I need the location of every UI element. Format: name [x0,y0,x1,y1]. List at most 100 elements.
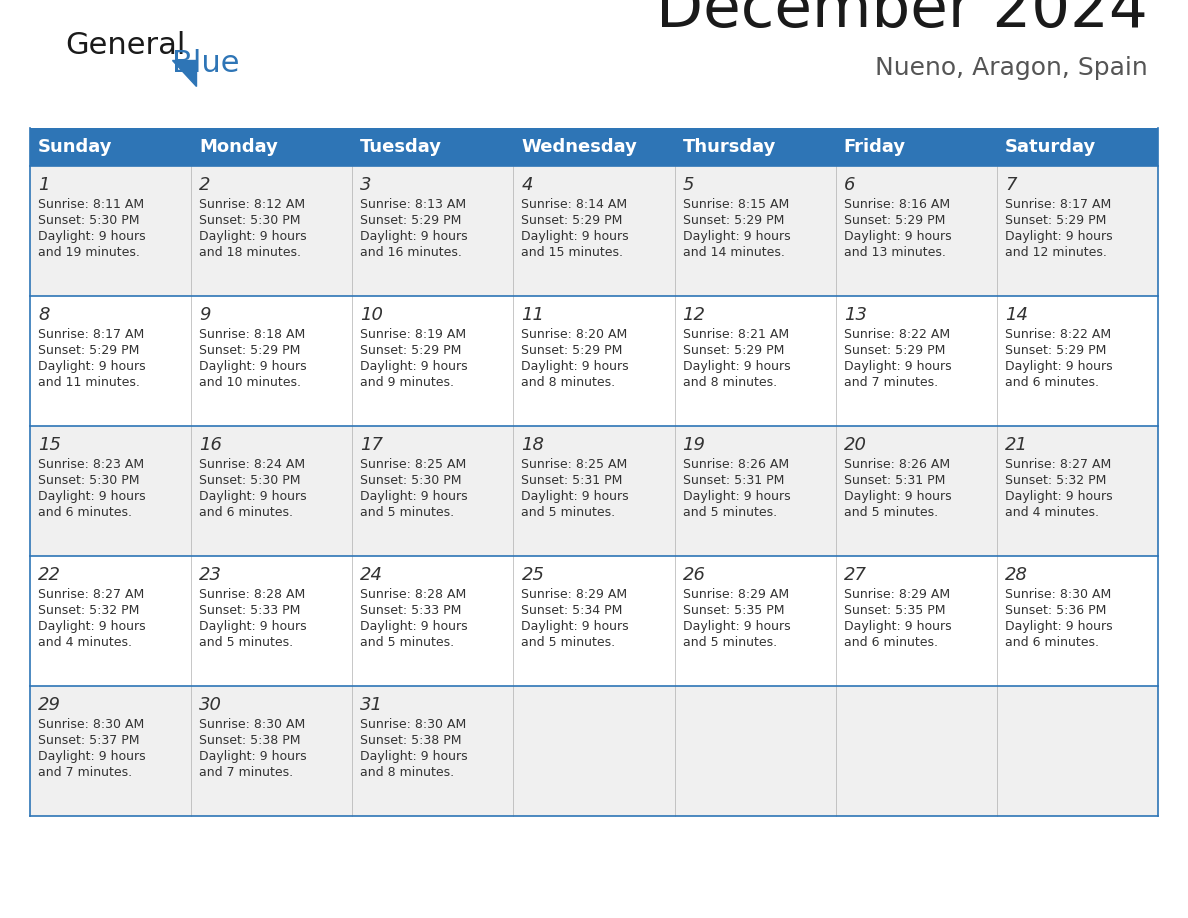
Text: Sunday: Sunday [38,138,113,156]
Text: Sunset: 5:29 PM: Sunset: 5:29 PM [843,344,946,357]
Text: 3: 3 [360,176,372,194]
Text: Sunrise: 8:30 AM: Sunrise: 8:30 AM [38,718,144,731]
Text: Daylight: 9 hours: Daylight: 9 hours [360,490,468,503]
Text: 9: 9 [200,306,210,324]
Text: and 7 minutes.: and 7 minutes. [38,766,132,779]
Text: and 7 minutes.: and 7 minutes. [200,766,293,779]
Text: 27: 27 [843,566,867,584]
Text: and 5 minutes.: and 5 minutes. [200,636,293,649]
Text: and 6 minutes.: and 6 minutes. [200,506,293,519]
Text: Sunset: 5:29 PM: Sunset: 5:29 PM [683,344,784,357]
Text: Daylight: 9 hours: Daylight: 9 hours [200,490,307,503]
Bar [30,166,1158,296]
Text: Daylight: 9 hours: Daylight: 9 hours [683,360,790,373]
Text: and 5 minutes.: and 5 minutes. [683,636,777,649]
Text: and 15 minutes.: and 15 minutes. [522,246,624,259]
Text: 7: 7 [1005,176,1017,194]
Text: and 5 minutes.: and 5 minutes. [522,636,615,649]
Bar [30,686,1158,816]
Text: Daylight: 9 hours: Daylight: 9 hours [683,620,790,633]
Text: Sunset: 5:31 PM: Sunset: 5:31 PM [843,474,946,487]
Text: 25: 25 [522,566,544,584]
Text: 26: 26 [683,566,706,584]
Text: 18: 18 [522,436,544,454]
Text: and 18 minutes.: and 18 minutes. [200,246,301,259]
Text: and 6 minutes.: and 6 minutes. [38,506,132,519]
Bar [30,426,1158,556]
Text: 10: 10 [360,306,384,324]
Text: Sunrise: 8:20 AM: Sunrise: 8:20 AM [522,328,627,341]
Text: Sunrise: 8:19 AM: Sunrise: 8:19 AM [360,328,467,341]
Text: 5: 5 [683,176,694,194]
Text: Sunrise: 8:25 AM: Sunrise: 8:25 AM [360,458,467,471]
Text: Sunset: 5:29 PM: Sunset: 5:29 PM [522,214,623,227]
Text: Daylight: 9 hours: Daylight: 9 hours [683,230,790,243]
Text: and 16 minutes.: and 16 minutes. [360,246,462,259]
Text: Sunrise: 8:18 AM: Sunrise: 8:18 AM [200,328,305,341]
Text: and 5 minutes.: and 5 minutes. [522,506,615,519]
Text: and 11 minutes.: and 11 minutes. [38,376,140,389]
Text: Daylight: 9 hours: Daylight: 9 hours [360,230,468,243]
Text: and 14 minutes.: and 14 minutes. [683,246,784,259]
Text: Daylight: 9 hours: Daylight: 9 hours [38,360,146,373]
Text: Sunset: 5:38 PM: Sunset: 5:38 PM [200,734,301,747]
Text: Sunrise: 8:29 AM: Sunrise: 8:29 AM [522,588,627,601]
Text: Nueno, Aragon, Spain: Nueno, Aragon, Spain [876,56,1148,80]
Text: Daylight: 9 hours: Daylight: 9 hours [360,360,468,373]
Text: Sunrise: 8:30 AM: Sunrise: 8:30 AM [1005,588,1111,601]
Text: and 8 minutes.: and 8 minutes. [522,376,615,389]
Text: Sunset: 5:31 PM: Sunset: 5:31 PM [522,474,623,487]
Text: Sunrise: 8:14 AM: Sunrise: 8:14 AM [522,198,627,211]
Text: Daylight: 9 hours: Daylight: 9 hours [200,750,307,763]
Text: 20: 20 [843,436,867,454]
Text: Daylight: 9 hours: Daylight: 9 hours [522,620,630,633]
Text: and 4 minutes.: and 4 minutes. [38,636,132,649]
Text: 19: 19 [683,436,706,454]
Text: Sunrise: 8:21 AM: Sunrise: 8:21 AM [683,328,789,341]
Text: Daylight: 9 hours: Daylight: 9 hours [522,360,630,373]
Text: Sunset: 5:35 PM: Sunset: 5:35 PM [843,604,946,617]
Text: Sunrise: 8:26 AM: Sunrise: 8:26 AM [843,458,950,471]
Text: Sunset: 5:29 PM: Sunset: 5:29 PM [1005,344,1106,357]
Text: Sunrise: 8:17 AM: Sunrise: 8:17 AM [1005,198,1111,211]
Text: and 5 minutes.: and 5 minutes. [360,506,455,519]
Text: Wednesday: Wednesday [522,138,637,156]
Text: 12: 12 [683,306,706,324]
Text: and 19 minutes.: and 19 minutes. [38,246,140,259]
Text: 6: 6 [843,176,855,194]
Text: Sunrise: 8:26 AM: Sunrise: 8:26 AM [683,458,789,471]
Text: and 9 minutes.: and 9 minutes. [360,376,454,389]
Text: Sunset: 5:33 PM: Sunset: 5:33 PM [200,604,301,617]
Text: Sunset: 5:36 PM: Sunset: 5:36 PM [1005,604,1106,617]
Text: Daylight: 9 hours: Daylight: 9 hours [1005,620,1112,633]
Text: Sunrise: 8:27 AM: Sunrise: 8:27 AM [1005,458,1111,471]
Text: Sunset: 5:32 PM: Sunset: 5:32 PM [38,604,139,617]
Text: and 4 minutes.: and 4 minutes. [1005,506,1099,519]
Text: Daylight: 9 hours: Daylight: 9 hours [360,750,468,763]
Text: Monday: Monday [200,138,278,156]
Text: Sunset: 5:29 PM: Sunset: 5:29 PM [360,214,462,227]
Text: Sunrise: 8:29 AM: Sunrise: 8:29 AM [843,588,950,601]
Text: Daylight: 9 hours: Daylight: 9 hours [38,750,146,763]
Text: Daylight: 9 hours: Daylight: 9 hours [843,490,952,503]
Text: Sunset: 5:29 PM: Sunset: 5:29 PM [360,344,462,357]
Text: Sunset: 5:29 PM: Sunset: 5:29 PM [683,214,784,227]
Text: 24: 24 [360,566,384,584]
Text: and 8 minutes.: and 8 minutes. [360,766,455,779]
Text: 22: 22 [38,566,61,584]
Text: Sunrise: 8:22 AM: Sunrise: 8:22 AM [843,328,950,341]
Text: 2: 2 [200,176,210,194]
Text: 14: 14 [1005,306,1028,324]
Text: Daylight: 9 hours: Daylight: 9 hours [38,230,146,243]
Text: and 6 minutes.: and 6 minutes. [1005,376,1099,389]
Text: Sunrise: 8:12 AM: Sunrise: 8:12 AM [200,198,305,211]
Text: Sunset: 5:30 PM: Sunset: 5:30 PM [200,214,301,227]
Text: Sunset: 5:33 PM: Sunset: 5:33 PM [360,604,462,617]
Text: Daylight: 9 hours: Daylight: 9 hours [360,620,468,633]
Text: and 10 minutes.: and 10 minutes. [200,376,301,389]
Text: Daylight: 9 hours: Daylight: 9 hours [1005,230,1112,243]
Text: and 6 minutes.: and 6 minutes. [843,636,937,649]
Text: Sunset: 5:30 PM: Sunset: 5:30 PM [38,474,139,487]
Text: Sunset: 5:30 PM: Sunset: 5:30 PM [38,214,139,227]
Text: Sunset: 5:38 PM: Sunset: 5:38 PM [360,734,462,747]
